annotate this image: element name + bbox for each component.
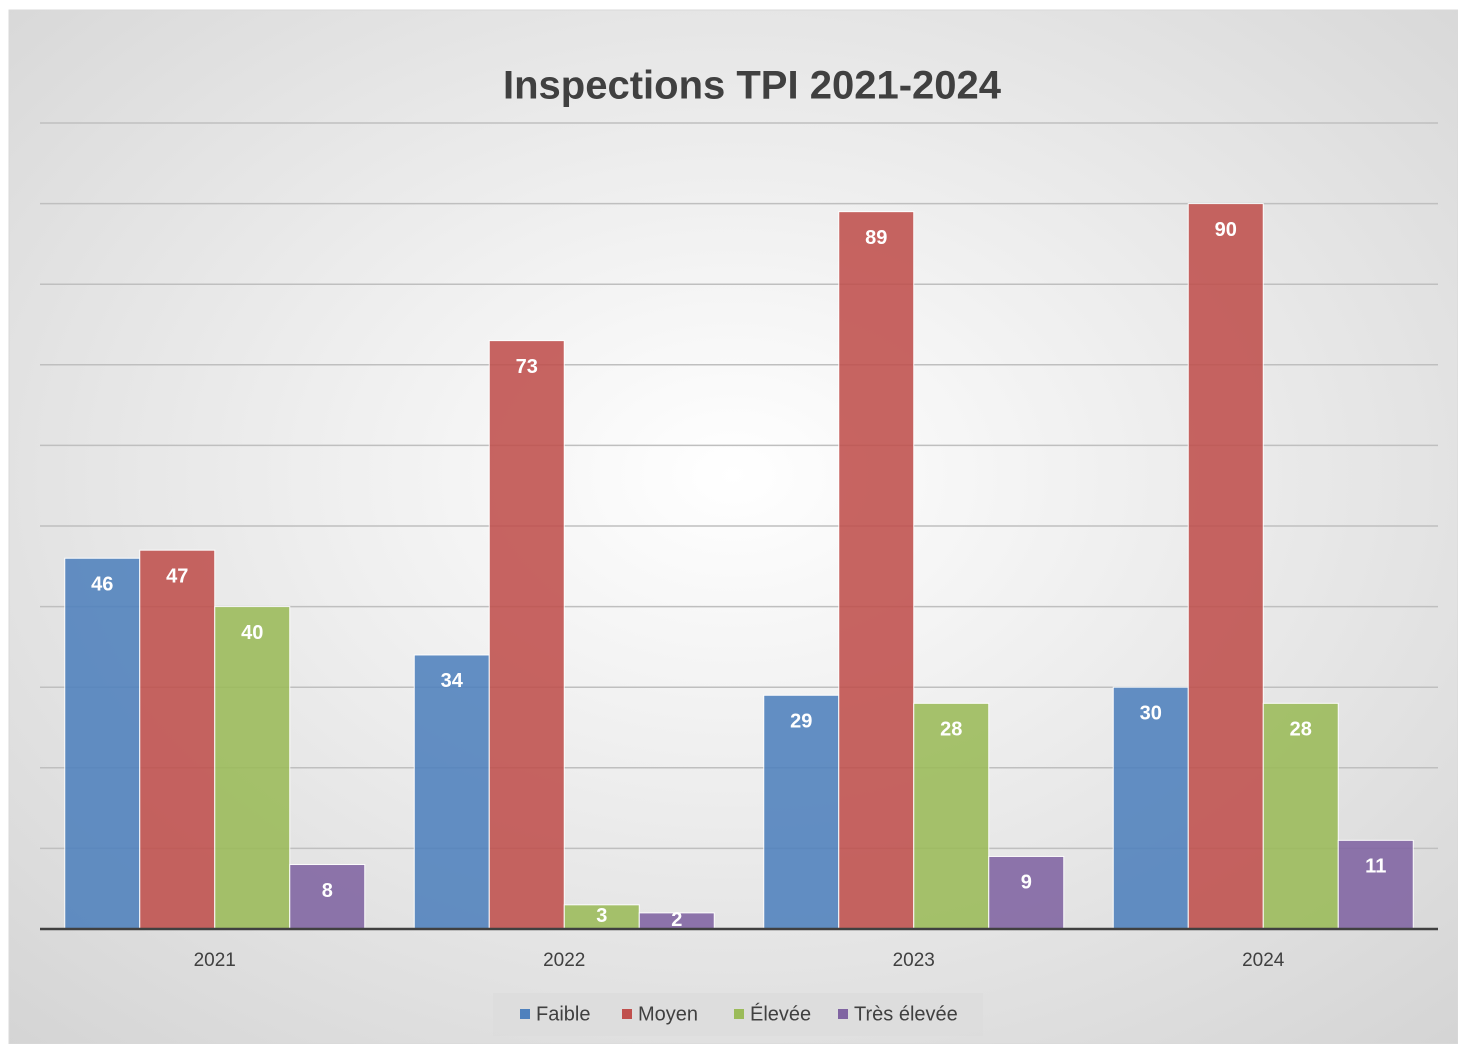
x-tick-label: 2021 xyxy=(194,950,236,971)
bar xyxy=(413,654,490,930)
x-tick-label: 2022 xyxy=(543,950,585,971)
data-label: 2 xyxy=(671,909,682,931)
data-label: 46 xyxy=(91,574,113,596)
data-label: 3 xyxy=(596,905,607,927)
data-label: 89 xyxy=(865,227,887,249)
data-label: 90 xyxy=(1215,219,1237,241)
legend-swatch xyxy=(838,1009,848,1019)
legend-swatch xyxy=(622,1009,632,1019)
bar xyxy=(763,694,840,930)
x-tick-label: 2023 xyxy=(893,950,935,971)
data-label: 34 xyxy=(441,670,464,692)
legend-label: Élevée xyxy=(750,1002,811,1025)
legend-label: Moyen xyxy=(638,1003,698,1025)
data-label: 11 xyxy=(1365,856,1386,878)
data-label: 9 xyxy=(1021,872,1032,894)
bar xyxy=(214,606,291,930)
bar xyxy=(913,702,990,930)
bar xyxy=(988,855,1065,930)
data-label: 28 xyxy=(1290,719,1312,741)
data-label: 73 xyxy=(516,356,538,378)
bar xyxy=(1262,702,1339,930)
data-label: 47 xyxy=(166,565,188,587)
bar xyxy=(838,211,915,930)
bar xyxy=(64,557,141,930)
data-label: 40 xyxy=(241,622,263,644)
legend-label: Faible xyxy=(536,1003,590,1025)
legend-label: Très élevée xyxy=(854,1003,958,1025)
legend-swatch xyxy=(734,1009,744,1019)
data-label: 8 xyxy=(322,880,333,902)
data-label: 28 xyxy=(940,719,962,741)
bar xyxy=(1337,839,1414,930)
bar xyxy=(139,549,216,930)
chart-title: Inspections TPI 2021-2024 xyxy=(503,64,1002,108)
x-tick-label: 2024 xyxy=(1242,950,1285,971)
legend-swatch xyxy=(520,1009,530,1019)
data-label: 30 xyxy=(1140,702,1162,724)
data-label: 29 xyxy=(790,711,812,733)
bar xyxy=(1187,203,1264,930)
bar xyxy=(488,340,565,930)
